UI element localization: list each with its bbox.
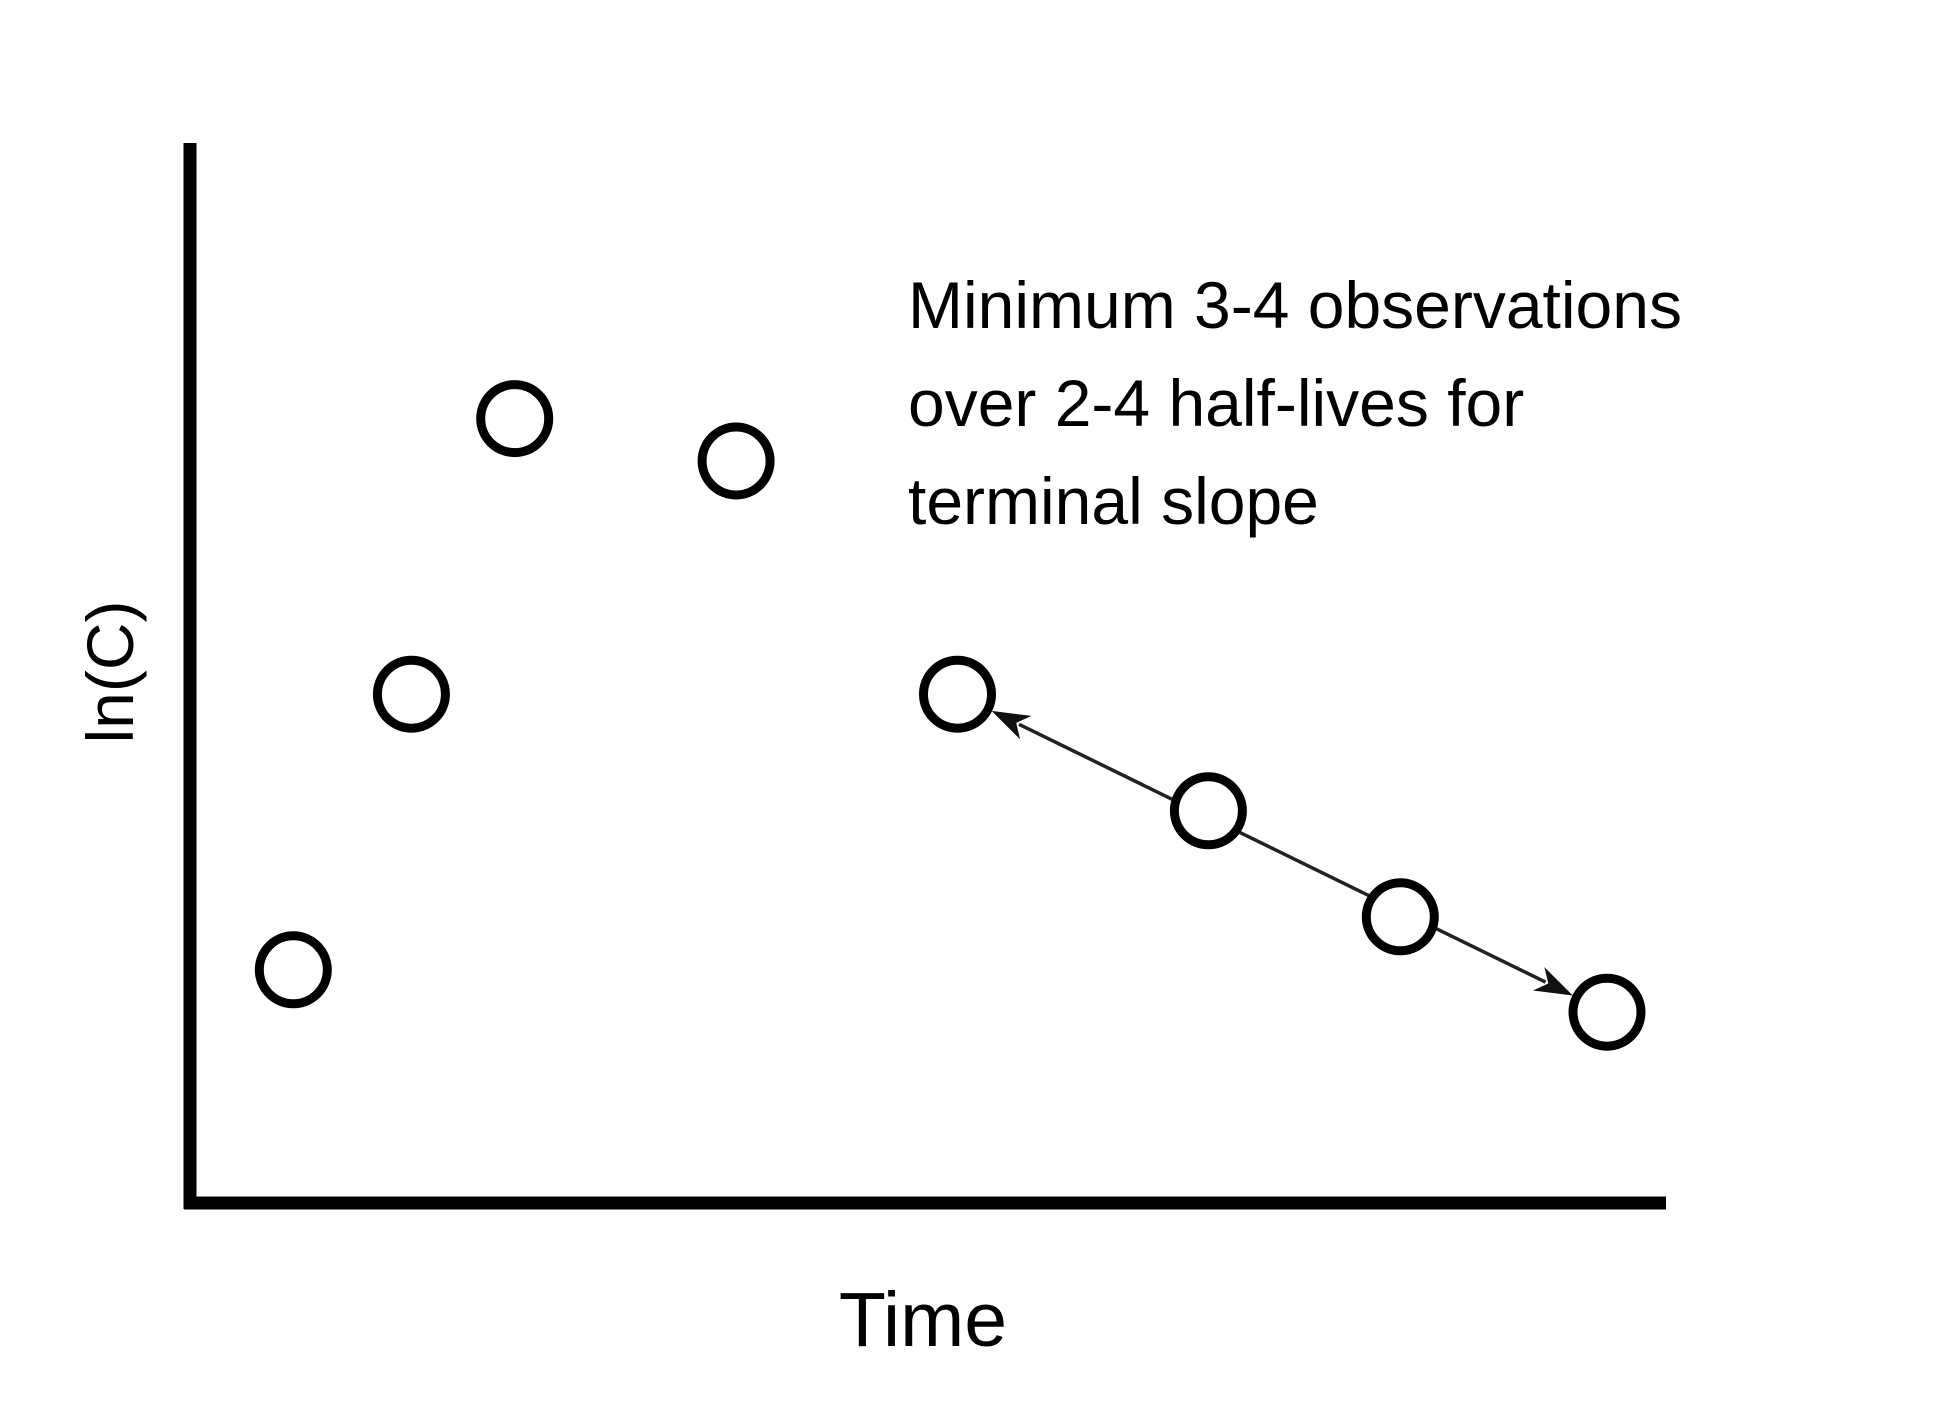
- arrow-head-start: [991, 710, 1032, 740]
- annotation-line: Minimum 3-4 observations: [908, 268, 1682, 342]
- data-point: [1169, 772, 1247, 850]
- annotation-line: over 2-4 half-lives for: [908, 366, 1524, 440]
- x-axis-label: Time: [839, 1277, 1007, 1363]
- arrow-shaft: [1018, 722, 1547, 984]
- data-point: [254, 931, 332, 1009]
- data-point: [1361, 878, 1439, 956]
- data-point: [476, 380, 554, 458]
- terminal-slope-arrow: [991, 710, 1573, 996]
- y-axis-label: ln(C): [73, 601, 147, 744]
- data-point: [697, 422, 775, 500]
- axes: [183, 143, 1666, 1210]
- annotation-line: terminal slope: [908, 464, 1319, 538]
- data-point: [372, 655, 450, 733]
- arrow-head-end: [1533, 967, 1573, 996]
- annotation-text: Minimum 3-4 observations over 2-4 half-li…: [908, 268, 1682, 538]
- data-point: [919, 655, 996, 733]
- data-points: [254, 380, 1646, 1051]
- data-point: [1568, 973, 1646, 1051]
